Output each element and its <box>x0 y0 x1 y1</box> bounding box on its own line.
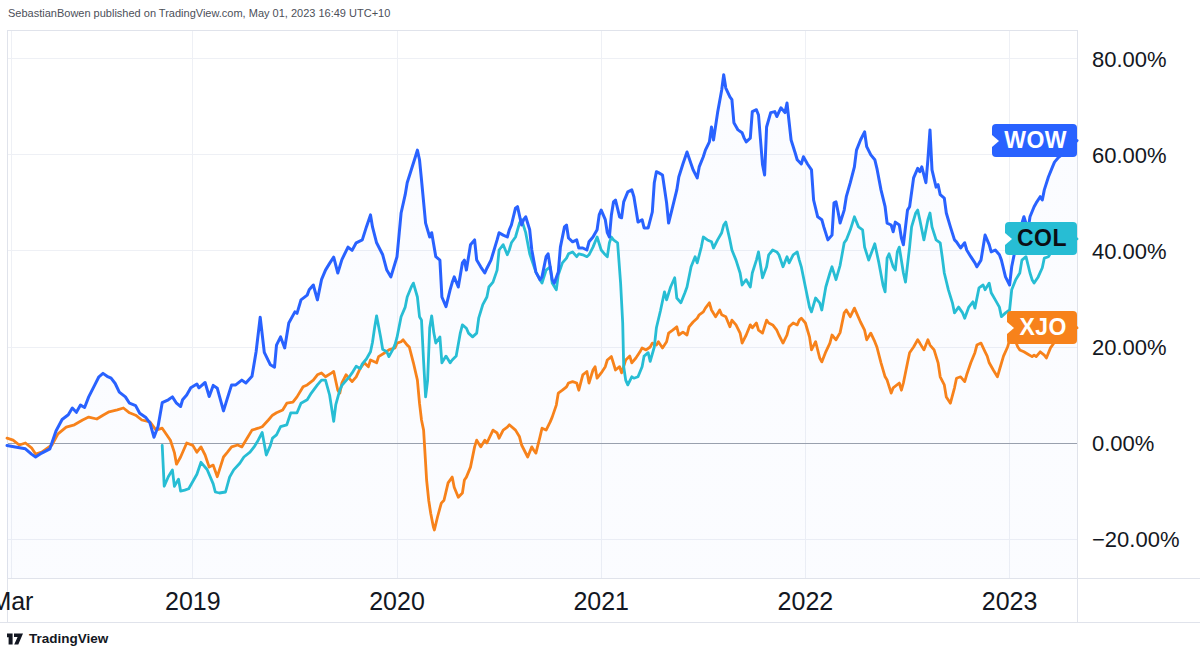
x-axis-label: 2019 <box>165 587 221 615</box>
label-notch <box>1005 233 1012 245</box>
y-axis-label: 40.00% <box>1092 239 1167 264</box>
x-axis-label: 2022 <box>778 587 834 615</box>
x-axis-label: Mar <box>0 587 33 615</box>
y-axis-label: 80.00% <box>1092 47 1167 72</box>
label-notch <box>992 135 999 147</box>
series-label-text: XJO <box>1019 314 1067 340</box>
x-axis-label: 2023 <box>982 587 1038 615</box>
x-axis-label: 2020 <box>369 587 425 615</box>
y-axis-label: 60.00% <box>1092 143 1167 168</box>
series-label-wow[interactable]: WOW <box>992 124 1077 157</box>
series-label-text: WOW <box>1004 127 1067 153</box>
series-label-xjo[interactable]: XJO <box>1007 311 1077 344</box>
series-label-text: COL <box>1017 225 1067 251</box>
x-axis-label: 2021 <box>573 587 629 615</box>
tradingview-brand[interactable]: TradingView <box>29 631 108 646</box>
y-axis-label: 0.00% <box>1092 431 1154 456</box>
label-notch <box>1007 322 1014 334</box>
wow-area-fill <box>7 75 1077 578</box>
tradingview-published-chart: SebastianBowen published on TradingView.… <box>0 0 1200 656</box>
y-axis-label: −20.00% <box>1092 527 1179 552</box>
footer: TradingView <box>7 631 108 646</box>
tradingview-logo-icon[interactable] <box>7 632 23 645</box>
series-label-col[interactable]: COL <box>1005 222 1077 255</box>
y-axis-label: 20.00% <box>1092 335 1167 360</box>
